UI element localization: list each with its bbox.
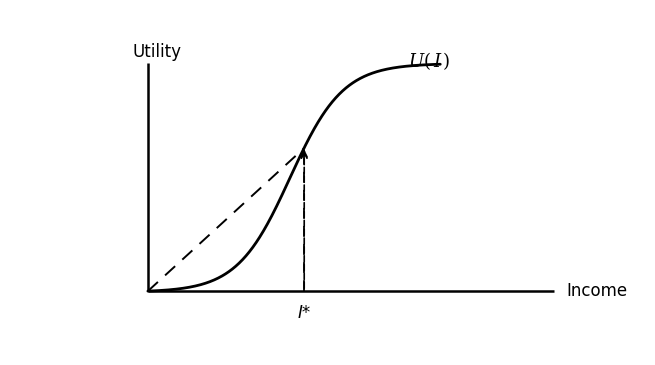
Text: Utility: Utility — [132, 43, 181, 61]
Text: Income: Income — [567, 282, 627, 300]
Text: $U(\,I\,)$: $U(\,I\,)$ — [408, 50, 451, 72]
Text: I*: I* — [297, 304, 311, 322]
